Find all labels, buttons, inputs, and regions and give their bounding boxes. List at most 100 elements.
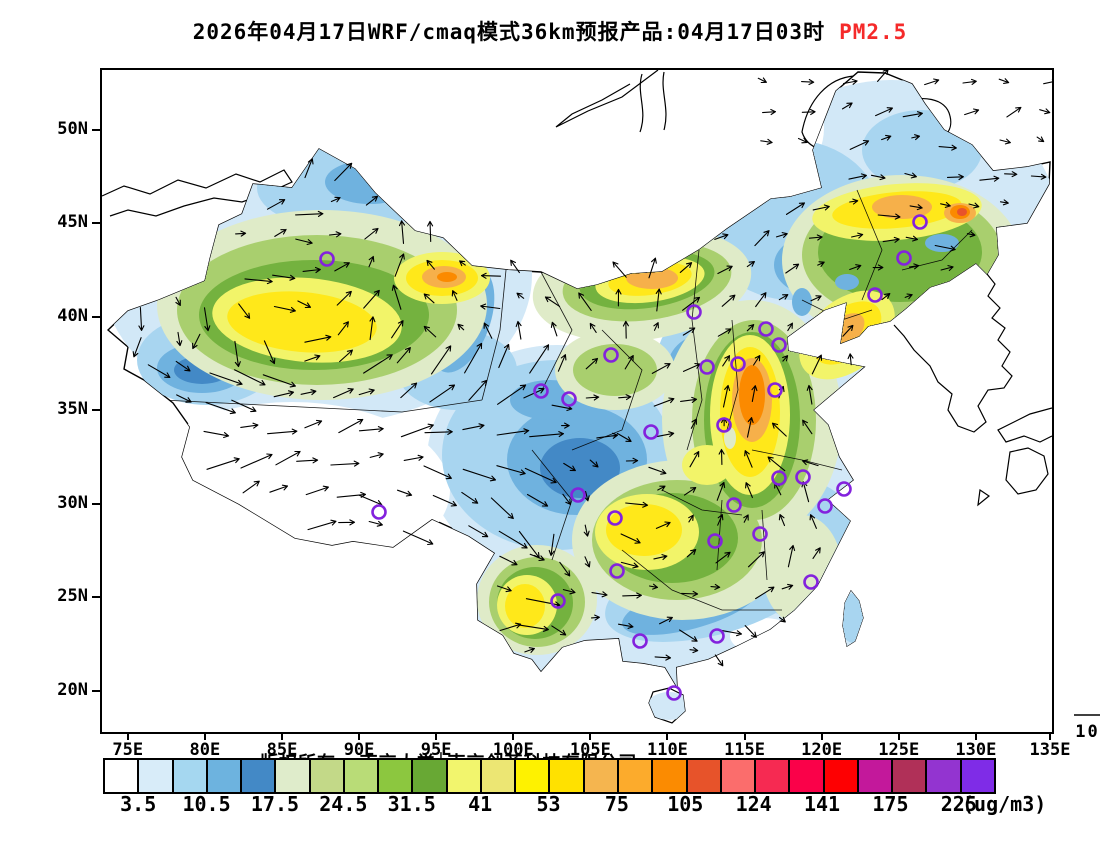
wind-arrow <box>722 355 731 367</box>
wind-arrow <box>328 231 342 238</box>
wind-arrow <box>714 654 724 667</box>
colorbar-tick-label: 124 <box>735 792 772 816</box>
wind-arrow <box>651 363 671 374</box>
colorbar <box>103 758 996 794</box>
city-marker-layer <box>319 214 928 701</box>
wind-arrow <box>802 419 813 435</box>
wind-arrow <box>426 259 435 270</box>
wind-arrow <box>801 78 815 86</box>
wind-arrow <box>269 484 289 493</box>
lon-tick <box>435 732 438 740</box>
wind-arrow <box>811 354 823 375</box>
colorbar-cell <box>139 760 174 792</box>
lake-balkhash-outline <box>102 169 293 217</box>
wind-arrow <box>544 296 561 307</box>
colorbar-cell <box>858 760 894 792</box>
wind-arrow <box>689 451 700 468</box>
wind-arrow <box>849 264 862 271</box>
wind-arrow <box>775 232 788 238</box>
wind-arrow <box>810 295 822 302</box>
wind-arrow <box>305 485 329 496</box>
wind-arrow <box>459 260 466 267</box>
wind-arrow <box>778 294 789 301</box>
wind-arrow <box>746 417 754 438</box>
wind-arrow <box>423 293 435 304</box>
wind-arrow <box>812 547 821 559</box>
wind-arrow <box>762 108 777 116</box>
lon-label: 75E <box>112 740 144 760</box>
wind-arrow <box>132 337 142 358</box>
wind-arrow <box>648 257 657 279</box>
wind-arrow <box>787 322 793 332</box>
wind-arrow <box>402 530 434 546</box>
wind-arrow <box>689 647 699 654</box>
colorbar-cell <box>618 760 654 792</box>
wind-arrow <box>483 322 493 339</box>
wind-arrow <box>754 230 770 247</box>
colorbar-cell <box>893 760 928 792</box>
wind-arrow <box>231 399 257 413</box>
colorbar-cell <box>413 760 448 792</box>
wind-arrow <box>618 394 632 401</box>
mongolia-river-lines <box>639 71 667 133</box>
city-marker <box>752 526 768 542</box>
colorbar-cell <box>379 760 414 792</box>
wind-arrow <box>755 292 767 308</box>
wind-arrow <box>205 402 236 415</box>
wind-arrow <box>206 457 240 470</box>
wind-arrow <box>524 467 557 484</box>
wind-arrow <box>655 521 671 529</box>
wind-arrow <box>498 343 510 369</box>
wind-arrow <box>966 231 976 238</box>
city-marker <box>867 287 883 303</box>
wind-arrow <box>368 520 383 527</box>
wind-arrow <box>904 293 913 300</box>
lat-label: 20N <box>57 679 88 700</box>
colorbar-cell <box>927 760 962 792</box>
city-marker <box>771 337 787 353</box>
wind-arrow <box>209 372 243 386</box>
wind-arrow <box>782 355 789 362</box>
wind-arrow <box>620 561 639 569</box>
wind-arrow <box>625 457 639 464</box>
wind-arrow <box>683 487 697 496</box>
wind-arrow <box>842 324 854 337</box>
wind-arrow <box>358 426 384 433</box>
lat-label: 25N <box>57 586 88 607</box>
wind-arrow <box>654 654 672 661</box>
wind-arrow <box>273 390 295 398</box>
japan-outline <box>977 407 1052 507</box>
wind-arrow <box>851 232 864 239</box>
wind-arrow <box>498 530 528 549</box>
city-marker <box>912 214 928 230</box>
wind-arrow <box>751 385 758 403</box>
lat-label: 45N <box>57 212 88 233</box>
wind-arrow <box>657 485 666 492</box>
wind-arrow <box>781 583 794 590</box>
colorbar-tick-label: 3.5 <box>120 792 157 816</box>
colorbar-cell <box>481 760 517 792</box>
city-marker <box>643 424 659 440</box>
wind-arrow <box>778 616 786 623</box>
wind-arrow <box>369 452 384 459</box>
wind-arrow <box>625 501 649 508</box>
colorbar-cell <box>207 760 243 792</box>
wind-arrow <box>753 355 761 366</box>
wind-arrow <box>432 494 457 507</box>
wind-arrow <box>462 468 497 482</box>
wind-arrow <box>590 614 600 621</box>
city-marker <box>666 685 682 701</box>
wind-arrow <box>238 303 251 319</box>
wind-arrow <box>717 514 724 526</box>
city-marker <box>716 417 732 433</box>
wind-arrow <box>717 328 732 337</box>
wind-arrow <box>175 296 181 306</box>
wind-arrow <box>400 382 418 399</box>
city-marker <box>726 497 742 513</box>
wind-arrow <box>710 583 721 590</box>
wind-arrow <box>721 294 736 307</box>
city-marker <box>836 481 852 497</box>
wind-arrow <box>338 418 364 434</box>
colorbar-tick-label: 17.5 <box>250 792 300 816</box>
wind-arrow <box>480 303 501 310</box>
